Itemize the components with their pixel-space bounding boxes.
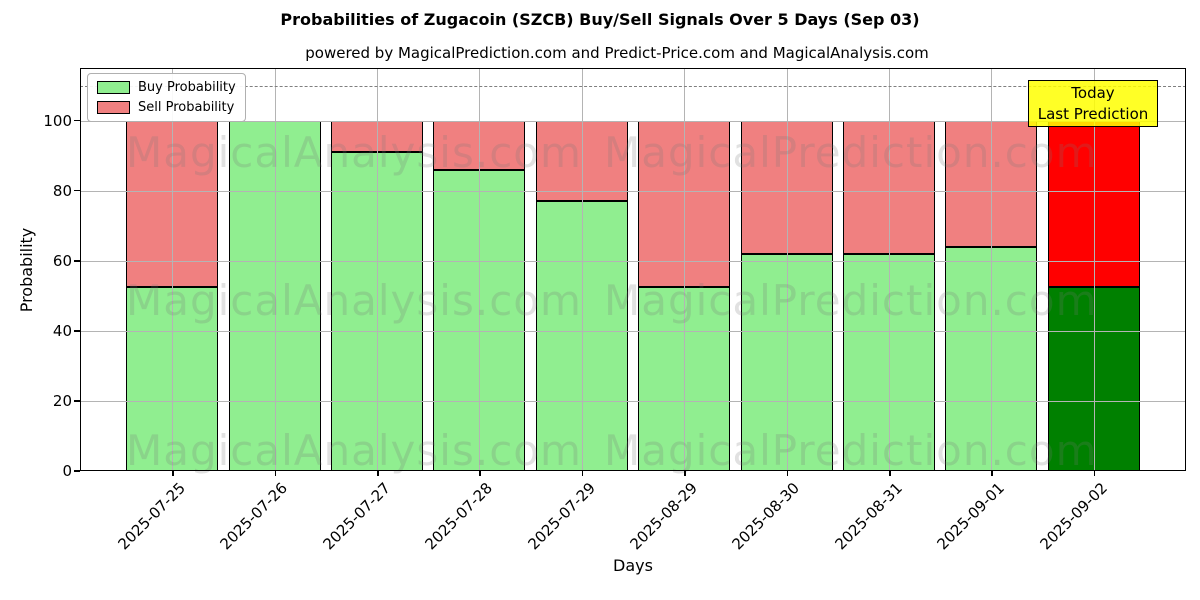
v-gridline xyxy=(991,68,993,471)
v-gridline xyxy=(479,68,481,471)
x-tick-mark xyxy=(889,471,891,476)
h-gridline xyxy=(80,400,1186,402)
x-tick-mark xyxy=(172,471,174,476)
y-tick-label: 40 xyxy=(52,321,72,340)
dashed-threshold-line xyxy=(80,85,1186,87)
x-tick-label: 2025-07-27 xyxy=(319,479,394,554)
x-tick-label: 2025-08-29 xyxy=(626,479,701,554)
v-gridline xyxy=(581,68,583,471)
v-gridline xyxy=(786,68,788,471)
v-gridline xyxy=(172,68,174,471)
x-tick-mark xyxy=(991,471,993,476)
watermark-prediction: MagicalPrediction.com xyxy=(604,128,1098,177)
y-tick-mark xyxy=(74,330,80,332)
legend-label-sell: Sell Probability xyxy=(138,100,235,115)
legend-item-buy: Buy Probability xyxy=(97,80,245,95)
h-gridline xyxy=(80,260,1186,262)
watermark-analysis: MagicalAnalysis.com xyxy=(126,276,582,325)
today-annotation: Today Last Prediction xyxy=(1028,80,1158,127)
x-tick-label: 2025-08-30 xyxy=(728,479,804,554)
watermark-analysis: MagicalAnalysis.com xyxy=(126,128,582,177)
x-tick-label: 2025-09-01 xyxy=(933,479,1009,554)
y-axis-label: Probability xyxy=(17,227,36,313)
today-annotation-line2: Last Prediction xyxy=(1037,104,1149,123)
x-tick-label: 2025-08-31 xyxy=(831,479,906,554)
x-tick-mark xyxy=(377,471,379,476)
x-tick-mark xyxy=(479,471,481,476)
h-gridline xyxy=(80,120,1186,122)
x-tick-mark xyxy=(684,471,686,476)
y-tick-mark xyxy=(74,260,80,262)
x-tick-mark xyxy=(274,471,277,476)
sell-swatch-icon xyxy=(97,101,130,114)
x-tick-label: 2025-07-25 xyxy=(114,479,189,554)
y-tick-mark xyxy=(74,119,80,122)
x-tick-mark xyxy=(581,471,584,476)
v-gridline xyxy=(1093,68,1095,471)
x-tick-mark xyxy=(786,471,789,476)
x-tick-label: 2025-07-28 xyxy=(421,479,497,554)
today-annotation-line1: Today xyxy=(1071,83,1115,102)
y-tick-label: 80 xyxy=(52,181,72,200)
h-gridline xyxy=(80,190,1186,192)
y-tick-mark xyxy=(74,470,80,472)
y-tick-label: 20 xyxy=(52,391,72,410)
chart-subtitle: powered by MagicalPrediction.com and Pre… xyxy=(305,44,929,62)
y-tick-label: 60 xyxy=(52,251,72,270)
y-tick-label: 0 xyxy=(62,462,72,480)
bar-segment-buy xyxy=(330,152,424,471)
y-tick-mark xyxy=(74,400,80,402)
x-tick-mark xyxy=(1093,471,1096,476)
bar-segment-sell xyxy=(842,120,936,254)
v-gridline xyxy=(274,68,276,471)
x-tick-label: 2025-09-02 xyxy=(1036,479,1111,554)
v-gridline xyxy=(684,68,686,471)
x-axis-label: Days xyxy=(613,556,653,575)
bar-segment-sell xyxy=(535,120,628,202)
buy-swatch-icon xyxy=(97,81,130,94)
bar-segment-buy xyxy=(535,201,628,471)
x-tick-label: 2025-07-29 xyxy=(524,479,599,554)
watermark-analysis: MagicalAnalysis.com xyxy=(126,426,582,475)
bar-segment-buy xyxy=(842,253,936,471)
h-gridline xyxy=(80,330,1186,332)
y-tick-label: 100 xyxy=(43,111,72,130)
watermark-prediction: MagicalPrediction.com xyxy=(604,426,1098,475)
watermark-prediction: MagicalPrediction.com xyxy=(604,276,1098,325)
legend-item-sell: Sell Probability xyxy=(97,100,245,115)
x-tick-label: 2025-07-26 xyxy=(216,479,292,554)
chart-title: Probabilities of Zugacoin (SZCB) Buy/Sel… xyxy=(280,10,920,29)
legend-label-buy: Buy Probability xyxy=(138,80,236,95)
legend: Buy Probability Sell Probability xyxy=(87,73,246,122)
v-gridline xyxy=(889,68,890,471)
v-gridline xyxy=(377,68,378,471)
y-tick-mark xyxy=(74,189,80,192)
